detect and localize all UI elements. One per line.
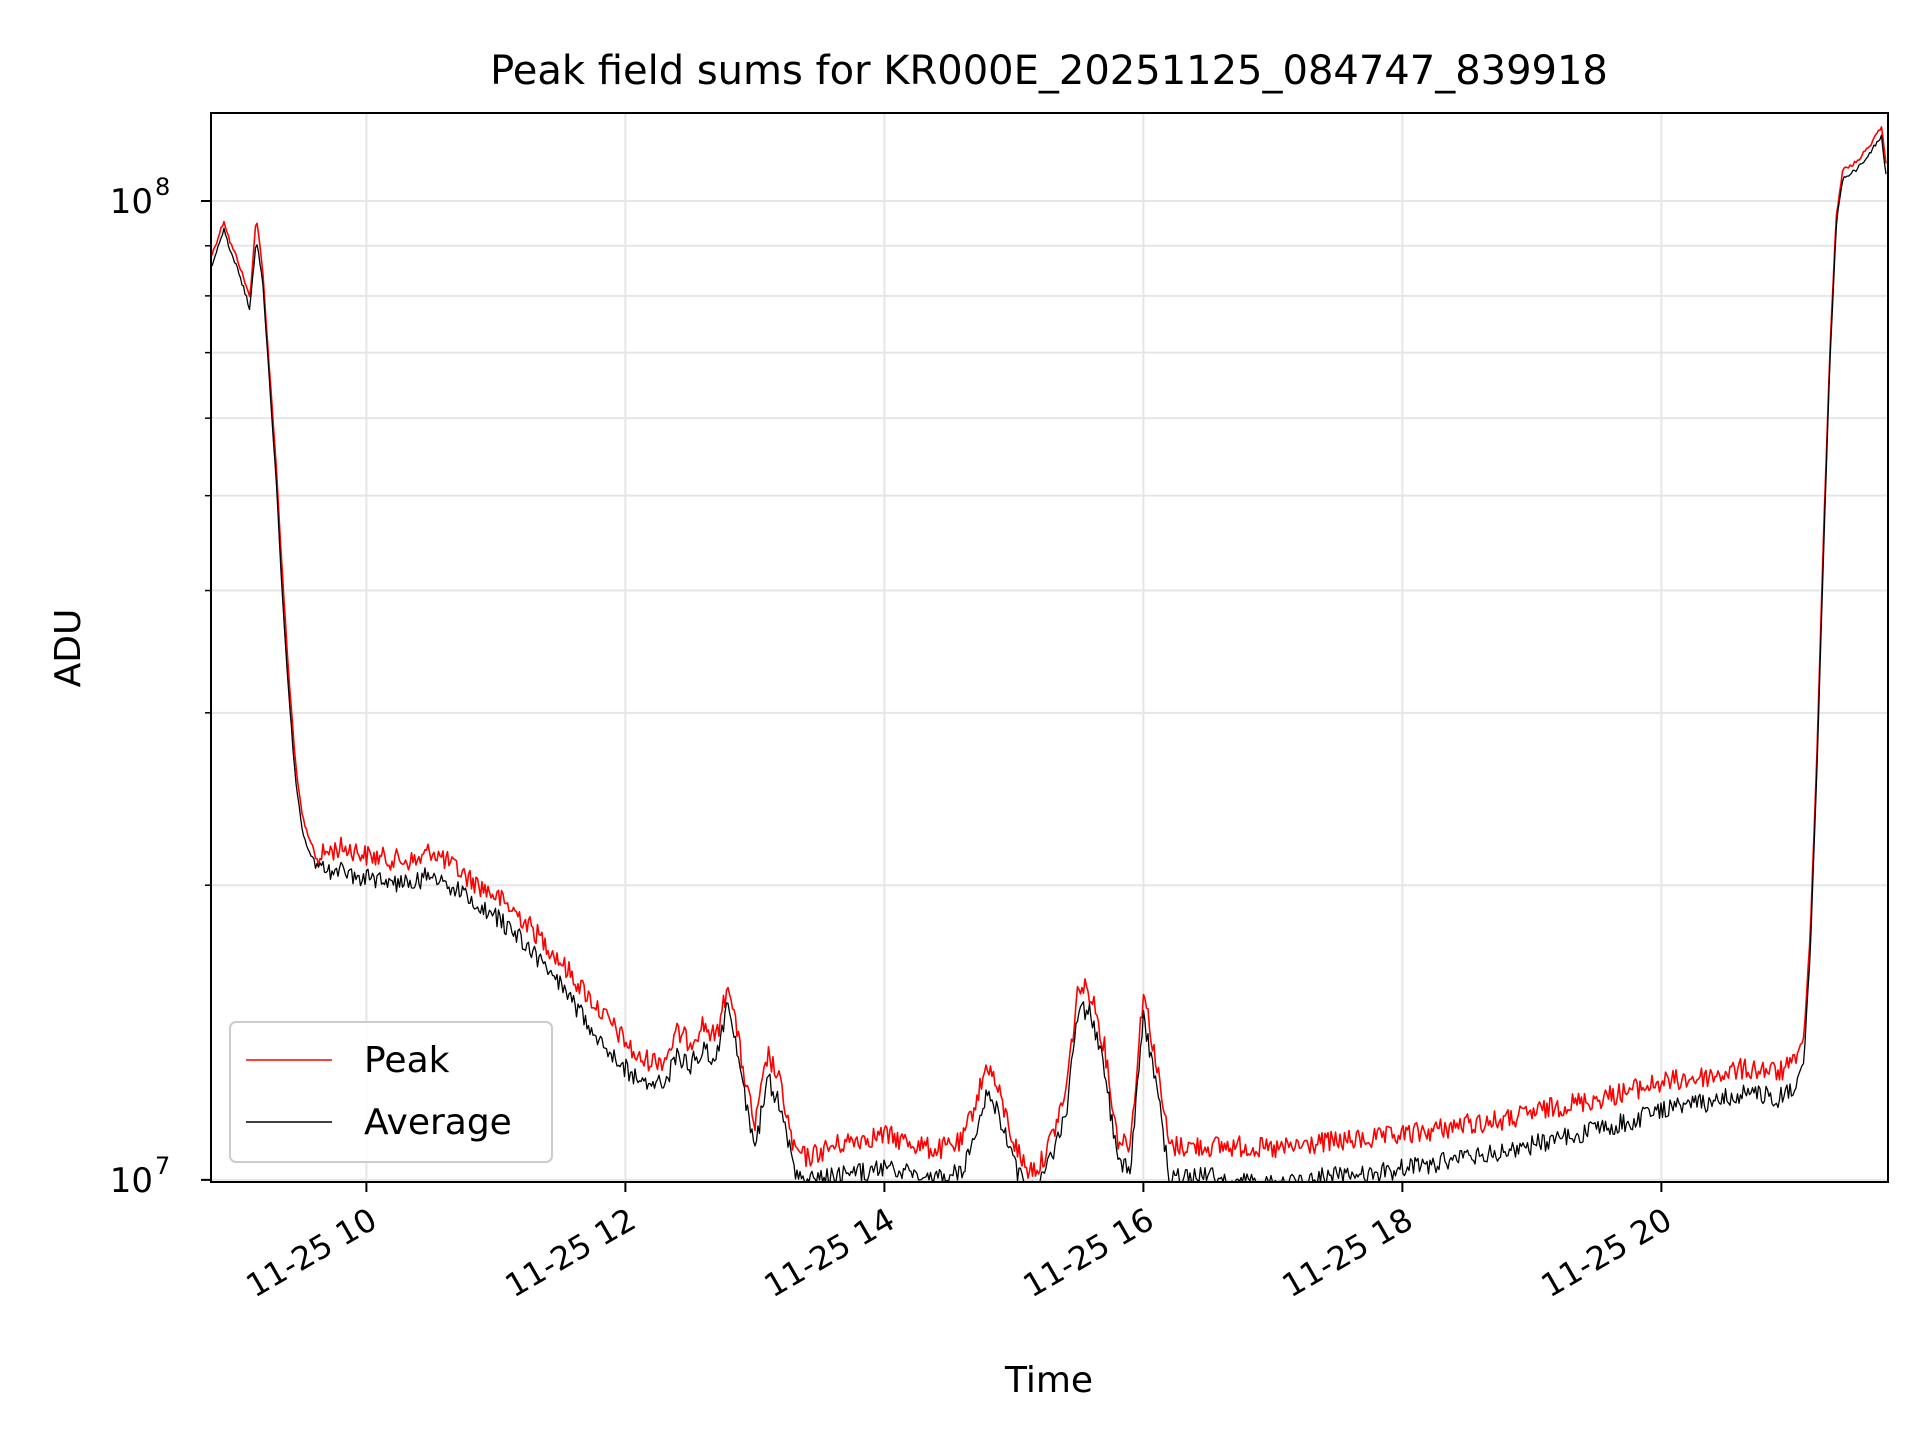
axes-frame [210,112,1889,1183]
y-axis-label: ADU [48,609,89,688]
y-tick-label: 10 [110,1161,153,1201]
legend: Peak Average [229,1021,553,1163]
legend-average-label: Average [364,1102,512,1143]
y-tick-label: 10 [110,182,153,222]
y-tick-exponent: 8 [155,173,170,201]
chart-title: Peak field sums for KR000E_20251125_0847… [490,48,1608,94]
series-average-line [211,134,1887,1183]
x-tick-label: 11-25 10 [240,1200,384,1305]
legend-box [229,1021,553,1163]
x-tick-label: 11-25 18 [1276,1200,1420,1305]
series-peak-line [211,126,1887,1179]
x-tick-label: 11-25 20 [1535,1200,1679,1305]
x-axis-label: Time [1004,1360,1093,1401]
x-tick-label: 11-25 14 [758,1200,902,1305]
x-tick-label: 11-25 16 [1017,1200,1161,1305]
y-tick-exponent: 7 [155,1152,170,1180]
x-tick-label: 11-25 12 [499,1200,643,1305]
legend-peak-label: Peak [364,1040,450,1081]
grid [211,113,1888,1182]
plot-series [211,126,1887,1183]
